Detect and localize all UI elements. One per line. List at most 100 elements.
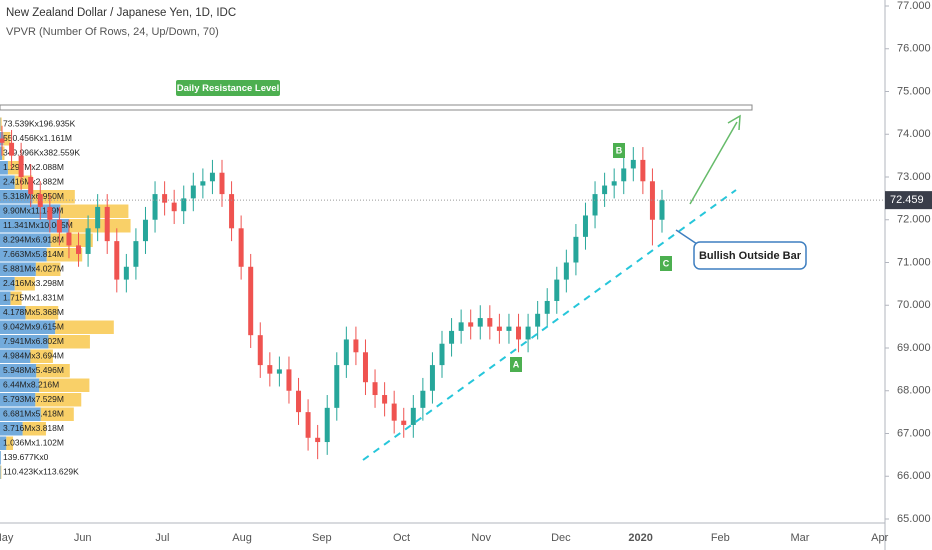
candle-body bbox=[324, 407, 330, 443]
point-c: C bbox=[663, 258, 670, 268]
candle-body bbox=[458, 322, 464, 331]
candle-body bbox=[382, 395, 388, 404]
x-tick-label: Jul bbox=[155, 532, 169, 544]
candle-body bbox=[611, 181, 617, 186]
point-c-box bbox=[660, 256, 672, 271]
volume-down bbox=[22, 422, 46, 436]
volume-down bbox=[46, 248, 83, 262]
candle-body bbox=[621, 168, 627, 182]
volume-up bbox=[0, 436, 7, 450]
y-tick-label: 65.000 bbox=[897, 513, 931, 525]
candle-body bbox=[563, 262, 569, 280]
volume-down bbox=[35, 262, 61, 276]
volume-up bbox=[0, 407, 41, 421]
volume-up bbox=[0, 262, 36, 276]
volume-label: 73.539Kx196.935K bbox=[3, 119, 76, 129]
resistance-zone bbox=[0, 104, 753, 111]
candle-body bbox=[630, 159, 636, 169]
volume-down bbox=[39, 378, 90, 392]
candle-body bbox=[95, 206, 101, 229]
candle-body bbox=[209, 172, 215, 182]
candle-body bbox=[353, 339, 359, 353]
y-tick-label: 69.000 bbox=[897, 342, 931, 354]
x-tick-label: Mar bbox=[791, 532, 810, 544]
candle-body bbox=[133, 241, 139, 267]
volume-label: 1.715Mx1.831M bbox=[3, 293, 64, 303]
volume-up bbox=[0, 175, 15, 189]
volume-down bbox=[55, 320, 114, 334]
volume-label: 6.681Mx5.418M bbox=[3, 409, 64, 419]
volume-up bbox=[0, 349, 31, 363]
chart-title: New Zealand Dollar / Japanese Yen, 1D, I… bbox=[6, 7, 236, 19]
volume-label: 6.44Mx8.216M bbox=[3, 380, 59, 390]
volume-down bbox=[35, 393, 82, 407]
y-tick-label: 67.000 bbox=[897, 427, 931, 439]
volume-up bbox=[0, 422, 23, 436]
x-tick-label: Apr bbox=[871, 532, 888, 544]
volume-label: 349.996Kx382.559K bbox=[3, 148, 80, 158]
volume-label: 9.90Mx11.149M bbox=[3, 206, 63, 216]
point-a-box bbox=[510, 357, 522, 372]
volume-up bbox=[0, 306, 26, 320]
candle-body bbox=[47, 206, 53, 220]
point-a: A bbox=[513, 359, 520, 369]
volume-up bbox=[0, 320, 56, 334]
volume-up bbox=[0, 277, 15, 291]
candle-body bbox=[152, 194, 158, 220]
volume-down bbox=[2, 146, 5, 160]
volume-up bbox=[0, 364, 37, 378]
candle-body bbox=[535, 313, 541, 327]
last-price-box bbox=[885, 191, 932, 210]
candle-body bbox=[554, 279, 560, 301]
candle-body bbox=[248, 266, 254, 336]
volume-label: 5.318Mx6.950M bbox=[3, 191, 64, 201]
volume-down bbox=[3, 132, 11, 146]
candle-body bbox=[229, 194, 235, 229]
candle-body bbox=[76, 245, 82, 254]
candle-body bbox=[468, 322, 474, 327]
volume-label: 110.423Kx113.629K bbox=[3, 467, 79, 477]
candle-body bbox=[114, 241, 120, 280]
volume-label: 5.881Mx4.027M bbox=[3, 264, 64, 274]
volume-profile: 73.539Kx196.935K 550.456Kx1.161M 349.996Kx… bbox=[0, 117, 131, 479]
y-tick-label: 75.000 bbox=[897, 85, 931, 97]
candle-body bbox=[649, 181, 655, 220]
y-tick-label: 73.000 bbox=[897, 171, 931, 183]
y-tick-label: 77.000 bbox=[897, 0, 931, 12]
volume-down bbox=[14, 175, 33, 189]
candle-body bbox=[28, 177, 34, 195]
y-tick-label: 70.000 bbox=[897, 299, 931, 311]
candle-body bbox=[0, 138, 5, 143]
volume-label: 5.948Mx5.496M bbox=[3, 365, 64, 375]
candle-body bbox=[573, 236, 579, 263]
volume-label: 9.042Mx9.615M bbox=[3, 322, 64, 332]
volume-label: 1.297Mx2.088M bbox=[3, 162, 64, 172]
candle-body bbox=[343, 339, 349, 366]
candle-body bbox=[267, 365, 273, 374]
volume-down bbox=[25, 306, 59, 320]
candle-body bbox=[391, 403, 397, 421]
point-b: B bbox=[616, 145, 623, 155]
volume-up bbox=[0, 233, 51, 247]
volume-down bbox=[36, 364, 70, 378]
volume-down bbox=[48, 335, 90, 349]
arrow bbox=[689, 121, 738, 205]
candle-body bbox=[123, 266, 129, 280]
candle-body bbox=[200, 181, 206, 186]
volume-down bbox=[0, 465, 2, 479]
candle-body bbox=[18, 155, 24, 177]
x-tick-label: Nov bbox=[471, 532, 491, 544]
volume-up bbox=[0, 291, 11, 305]
x-tick-label: Feb bbox=[711, 532, 730, 544]
volume-label: 3.716Mx3.818M bbox=[3, 423, 64, 433]
x-tick-label: Aug bbox=[232, 532, 252, 544]
candle-body bbox=[286, 369, 292, 391]
candle-body bbox=[602, 185, 608, 195]
y-tick-label: 76.000 bbox=[897, 43, 931, 55]
candle-body bbox=[506, 326, 512, 331]
x-tick-label: Jun bbox=[74, 532, 92, 544]
candle-body bbox=[516, 326, 522, 340]
candle-body bbox=[477, 318, 483, 327]
last-price-label: 72.459 bbox=[890, 194, 924, 206]
